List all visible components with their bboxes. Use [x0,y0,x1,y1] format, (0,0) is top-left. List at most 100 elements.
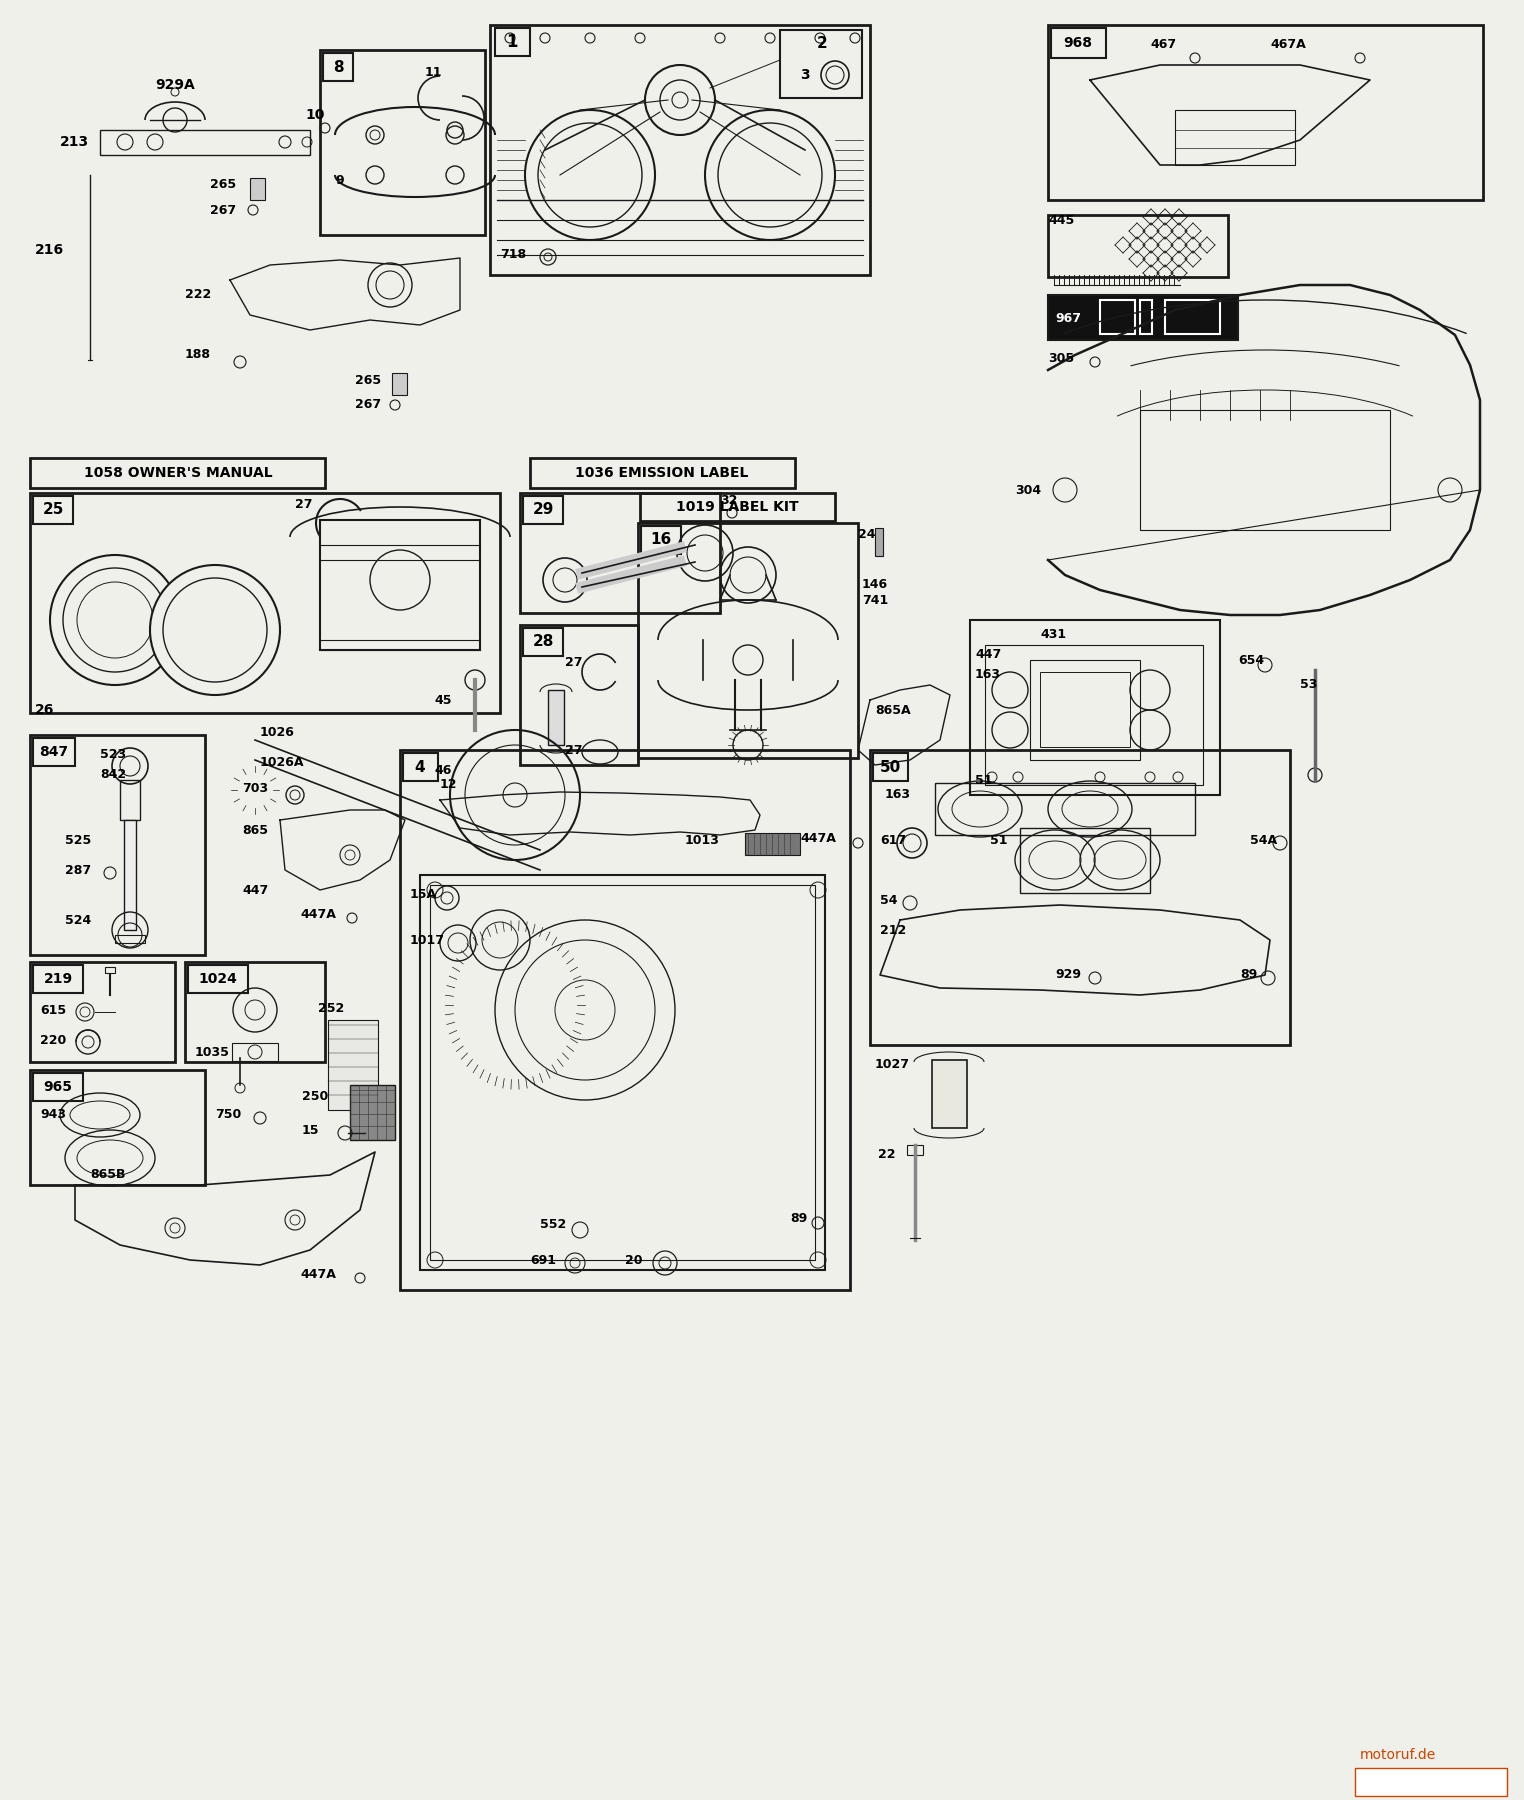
Circle shape [149,565,280,695]
Text: 163: 163 [975,668,1001,682]
Bar [936,783,1195,835]
Bar [639,524,858,758]
Text: 703: 703 [242,781,268,794]
Bar [392,373,407,394]
Bar [232,1042,277,1060]
Bar [1049,295,1237,340]
Text: 216: 216 [35,243,64,257]
Text: 1013: 1013 [684,833,719,846]
Text: 46: 46 [434,763,451,776]
Bar [520,625,639,765]
Bar [933,1060,968,1129]
Text: 447: 447 [242,884,268,896]
Text: 718: 718 [500,248,526,261]
Bar [1140,410,1390,529]
Text: 304: 304 [1015,484,1041,497]
Text: 265: 265 [210,178,236,191]
Bar [780,31,863,97]
Text: 654: 654 [1237,653,1263,666]
Bar [30,734,206,956]
Text: 523: 523 [101,749,126,761]
Text: 15A: 15A [410,889,437,902]
Text: 3: 3 [800,68,809,83]
Text: 305: 305 [1049,351,1074,364]
Text: 1036 EMISSION LABEL: 1036 EMISSION LABEL [576,466,748,481]
Text: 1058 OWNER'S MANUAL: 1058 OWNER'S MANUAL [84,466,273,481]
Bar [873,752,908,781]
Bar [30,493,500,713]
Text: 267: 267 [355,398,381,412]
Text: 222: 222 [184,288,212,301]
Text: 27: 27 [565,655,582,668]
Text: 252: 252 [319,1001,344,1015]
Text: motoruf.de: motoruf.de [1359,1748,1436,1762]
Bar [530,457,796,488]
Text: 89: 89 [789,1211,808,1224]
Text: 1026A: 1026A [261,756,305,769]
Bar [101,130,309,155]
Text: 27: 27 [565,743,582,756]
Text: 1026: 1026 [261,727,294,740]
Text: 1: 1 [506,32,518,50]
Text: 1027: 1027 [875,1058,910,1071]
Text: 32: 32 [719,493,738,506]
Text: 16: 16 [651,533,672,547]
Text: 467: 467 [1151,38,1177,52]
Bar [549,689,564,745]
Text: 89: 89 [1241,968,1257,981]
Text: 943: 943 [40,1109,66,1121]
Text: 9: 9 [335,173,343,187]
Text: 1019 LABEL KIT: 1019 LABEL KIT [675,500,799,515]
Bar [320,50,485,236]
Bar [30,1069,206,1184]
Bar [320,520,480,650]
Bar [34,738,75,767]
Bar [495,29,530,56]
Text: 447A: 447A [800,832,835,844]
Bar [1100,301,1135,335]
Bar [34,1073,82,1102]
Text: 10: 10 [305,108,325,122]
Text: 447A: 447A [300,1269,335,1282]
Text: 741: 741 [863,594,888,607]
Text: 146: 146 [863,578,888,592]
Bar [328,1021,378,1111]
Bar [745,833,800,855]
Text: 447A: 447A [300,909,335,922]
Text: 54: 54 [879,893,898,907]
Text: 865B: 865B [90,1168,125,1181]
Text: 965: 965 [44,1080,73,1094]
Bar [34,497,73,524]
Text: 2: 2 [817,36,828,52]
Text: 552: 552 [539,1219,567,1231]
Text: 929: 929 [1055,968,1081,981]
Text: 445: 445 [1049,214,1074,227]
Text: 53: 53 [1300,679,1317,691]
Text: 213: 213 [59,135,88,149]
Text: 51: 51 [991,833,1007,846]
Text: 20: 20 [625,1253,643,1267]
Text: 968: 968 [1064,36,1093,50]
Bar [907,1145,924,1156]
Text: 163: 163 [885,788,911,801]
Text: 24: 24 [858,529,875,542]
Text: 45: 45 [434,693,451,706]
Text: 28: 28 [532,635,553,650]
Text: 615: 615 [40,1004,66,1017]
Bar [969,619,1221,796]
Bar [351,1085,395,1139]
Text: 27: 27 [296,499,312,511]
Bar [184,961,325,1062]
Bar [123,821,136,931]
Bar [421,875,824,1271]
Bar [430,886,815,1260]
Text: 25: 25 [43,502,64,518]
Circle shape [50,554,180,686]
Bar [985,644,1202,785]
Text: 50: 50 [879,760,901,774]
Text: 29: 29 [532,502,553,518]
Text: 842: 842 [101,769,126,781]
Bar [1140,301,1152,335]
Text: 15: 15 [302,1123,320,1136]
Bar [105,967,114,974]
